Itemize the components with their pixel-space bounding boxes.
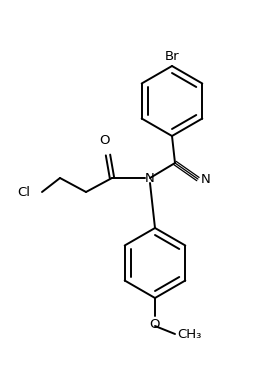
Text: Cl: Cl (17, 185, 30, 198)
Text: N: N (201, 173, 211, 185)
Text: Br: Br (165, 50, 179, 63)
Text: O: O (150, 318, 160, 331)
Text: CH₃: CH₃ (177, 327, 201, 341)
Text: N: N (145, 172, 155, 185)
Text: O: O (99, 134, 109, 147)
